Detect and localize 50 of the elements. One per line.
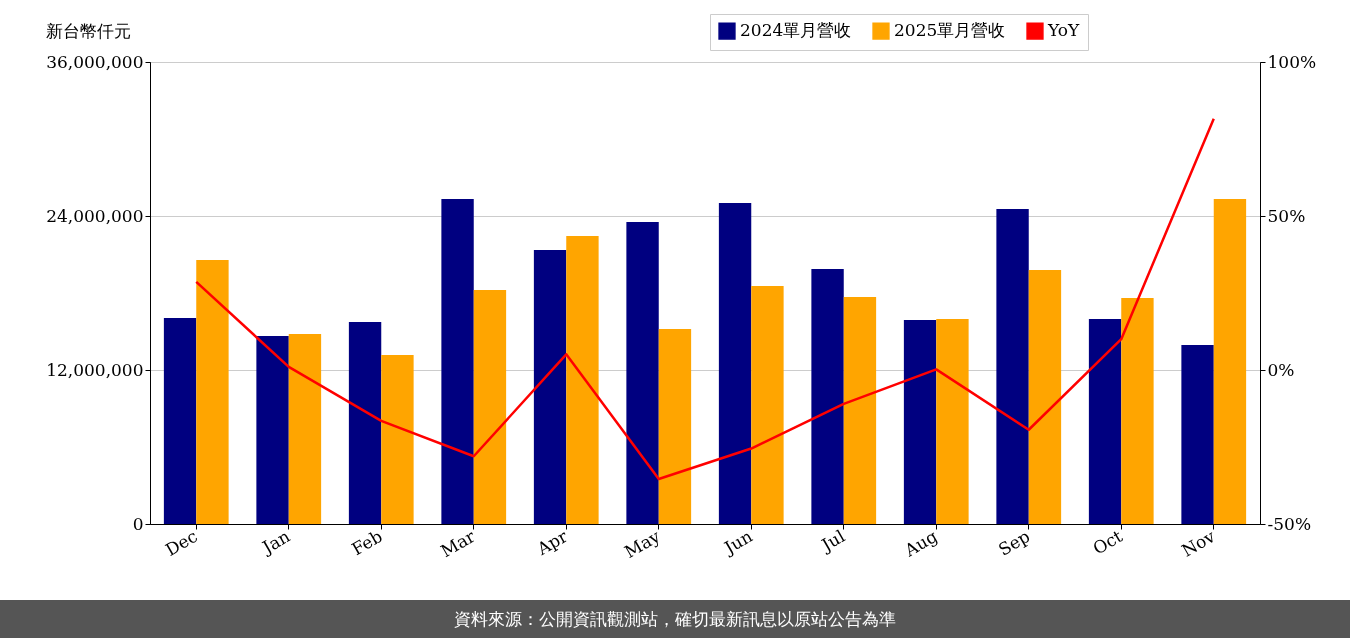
bar — [936, 319, 969, 524]
bar — [566, 236, 599, 524]
bar — [348, 322, 382, 524]
bar — [1121, 298, 1154, 524]
y2-tick-label: 0% — [1267, 359, 1295, 380]
x-tick-label: Dec — [161, 525, 201, 560]
y2-tick-label: 50% — [1267, 205, 1306, 226]
bar — [163, 318, 197, 524]
y-tick-label: 12,000,000 — [46, 359, 144, 380]
bar — [381, 354, 414, 524]
bar — [1028, 270, 1062, 524]
x-tick-label: Sep — [995, 525, 1034, 560]
x-tick-label: May — [621, 525, 664, 562]
bar — [533, 250, 567, 524]
x-tick-label: Nov — [1178, 525, 1219, 561]
legend-label: 2024單月營收 — [740, 20, 852, 41]
bar — [903, 319, 937, 524]
source-note: 資料來源：公開資訊觀測站，確切最新訊息以原站公告為準 — [0, 600, 1350, 638]
y-tick-label: 36,000,000 — [46, 51, 144, 72]
bar — [843, 296, 877, 524]
bar — [441, 199, 474, 524]
bar — [626, 222, 659, 524]
bar — [658, 329, 692, 524]
bar — [288, 333, 322, 524]
y-axis-title: 新台幣仟元 — [45, 20, 131, 41]
bar — [473, 290, 507, 524]
bar — [811, 269, 844, 524]
legend-label: 2025單月營收 — [894, 20, 1006, 41]
bar — [996, 208, 1029, 524]
bar — [1213, 199, 1247, 524]
y2-tick-label: 100% — [1267, 51, 1317, 72]
bar — [196, 260, 229, 524]
x-tick-label: Oct — [1089, 525, 1126, 559]
x-tick-label: Feb — [348, 525, 386, 560]
y-tick-label: 24,000,000 — [46, 205, 144, 226]
bar — [1181, 344, 1214, 524]
y-tick-label: 0 — [132, 513, 144, 534]
line-series — [195, 117, 1215, 481]
y2-tick-label: -50% — [1267, 513, 1312, 534]
bar — [1088, 319, 1122, 524]
x-tick-label: Jun — [719, 525, 756, 559]
bar — [718, 203, 752, 524]
bar — [256, 335, 289, 524]
x-tick-label: Aug — [900, 525, 941, 561]
x-tick-label: Apr — [532, 525, 572, 560]
x-tick-label: Mar — [437, 525, 479, 562]
bar — [751, 285, 784, 524]
x-tick-label: Jan — [257, 525, 294, 559]
legend-label: YoY — [1047, 20, 1080, 41]
x-tick-label: Jul — [816, 525, 849, 556]
